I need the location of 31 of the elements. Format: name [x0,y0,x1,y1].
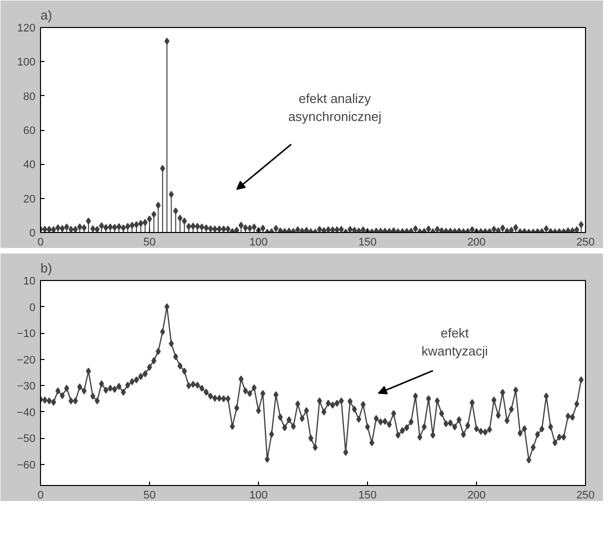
y-tick-label: 60 [23,125,36,137]
x-tick-label: 50 [143,236,156,248]
y-tick-label: −40 [16,406,36,419]
y-tick-label: −30 [16,380,36,393]
annotation: efekt kwantyzacji [421,325,488,358]
x-tick-label: 100 [249,236,268,248]
x-tick-label: 50 [143,490,156,502]
x-tick-label: 200 [467,490,486,502]
y-tick-label: 20 [23,193,36,206]
chart-title: a) [40,8,52,22]
y-tick-label: −50 [16,433,36,446]
x-tick-label: 200 [467,236,486,248]
y-tick-label: 40 [23,159,36,172]
y-tick-label: 10 [23,276,36,288]
y-tick-label: 80 [23,90,36,103]
y-tick-label: 120 [17,22,36,34]
y-tick-label: −10 [16,328,36,340]
y-tick-label: −60 [16,459,36,472]
x-tick-label: 150 [358,490,377,502]
x-tick-label: 100 [249,490,268,502]
x-tick-label: 250 [576,236,595,248]
x-tick-label: 250 [576,490,595,502]
y-tick-label: −20 [16,354,36,366]
chart-title: b) [40,260,52,276]
annotation: efekt analizy asynchronicznej [288,90,382,124]
x-tick-label: 150 [358,236,377,248]
y-tick-label: 0 [29,228,36,240]
x-tick-label: 0 [37,490,44,502]
y-tick-label: 0 [29,302,36,314]
x-tick-label: 0 [37,236,44,248]
y-tick-label: 100 [17,56,36,69]
